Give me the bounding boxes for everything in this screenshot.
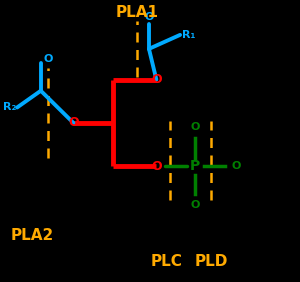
Text: R₂: R₂ [3, 102, 16, 113]
Text: O: O [151, 73, 162, 86]
Text: PLA1: PLA1 [116, 5, 159, 20]
Text: O: O [151, 160, 162, 173]
Text: R₁: R₁ [182, 30, 196, 40]
Text: PLD: PLD [194, 254, 228, 268]
Text: PLC: PLC [151, 254, 183, 268]
Text: O: O [44, 54, 53, 64]
Text: O: O [190, 200, 200, 210]
Text: P: P [190, 159, 200, 173]
Text: O: O [190, 122, 200, 132]
Text: O: O [68, 116, 79, 129]
Text: O: O [232, 161, 241, 171]
Text: O: O [144, 12, 154, 22]
Text: PLA2: PLA2 [10, 228, 53, 243]
